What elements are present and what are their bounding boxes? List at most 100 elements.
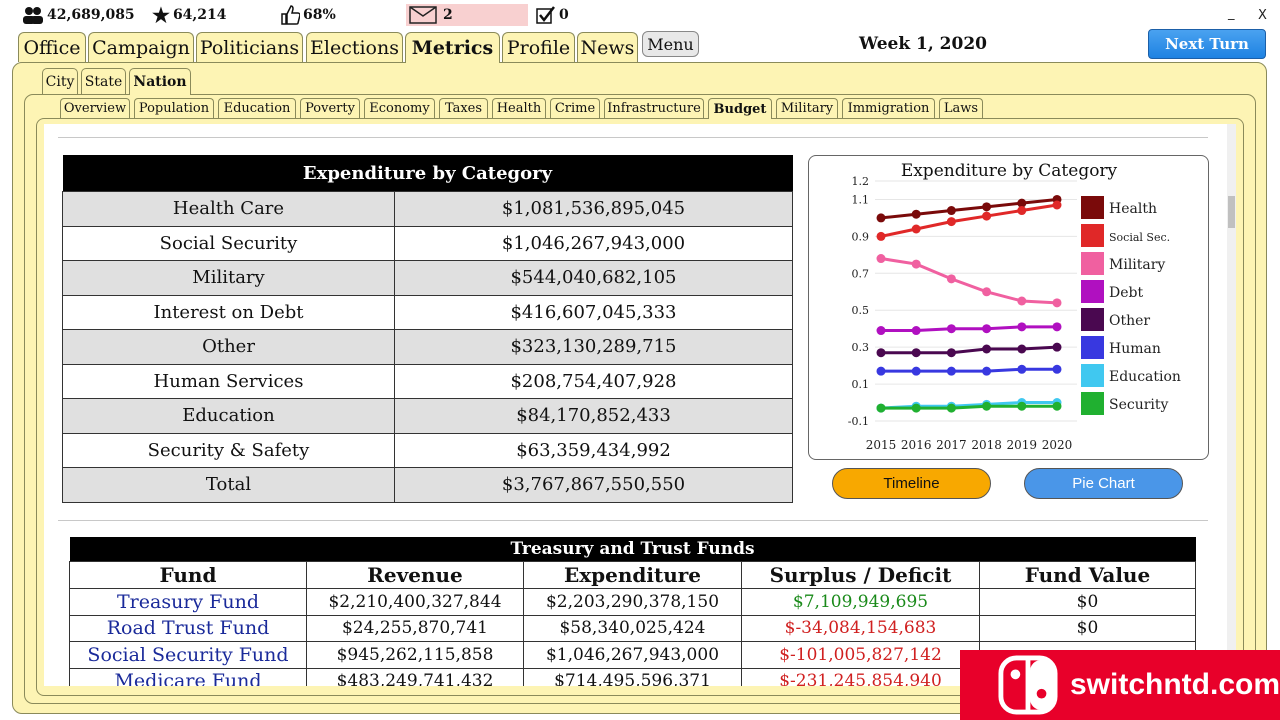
category-amount: $323,130,289,715 <box>394 329 793 365</box>
data-point <box>982 211 992 221</box>
next-turn-button[interactable]: Next Turn <box>1148 29 1266 59</box>
treasury-table: Treasury and Trust Funds Fund Revenue Ex… <box>69 537 1196 686</box>
data-point <box>1017 364 1027 374</box>
tab-economy[interactable]: Economy <box>364 98 435 118</box>
data-point <box>946 217 956 227</box>
thumbs-up-icon <box>281 5 300 25</box>
legend-swatch <box>1081 392 1104 415</box>
y-tick-label: 0.9 <box>852 230 870 243</box>
table-row: Interest on Debt $416,607,045,333 <box>62 294 793 330</box>
expenditure-table: Expenditure by Category Health Care $1,08… <box>62 155 793 503</box>
expenditure-cell: $1,046,267,943,000 <box>523 641 742 669</box>
total-label: Total <box>62 467 395 503</box>
tab-infrastructure[interactable]: Infrastructure <box>604 98 704 118</box>
messages-stat[interactable]: 2 <box>406 4 528 26</box>
legend-swatch <box>1081 308 1104 331</box>
data-point <box>911 224 921 234</box>
x-tick-label: 2017 <box>936 438 967 452</box>
data-point <box>1017 344 1027 354</box>
category-amount: $63,359,434,992 <box>394 432 793 468</box>
vertical-scrollbar[interactable] <box>1227 124 1236 686</box>
data-point <box>876 403 886 413</box>
data-point <box>1017 296 1027 306</box>
tab-population[interactable]: Population <box>134 98 214 118</box>
tasks-stat[interactable]: 0 <box>536 4 569 26</box>
category-label: Social Security <box>62 225 395 261</box>
watermark-text: switchntd.com <box>1069 668 1280 701</box>
stars-stat: ★ 64,214 <box>152 3 227 27</box>
data-point <box>911 366 921 376</box>
messages-value: 2 <box>443 7 453 23</box>
data-point <box>946 348 956 358</box>
legend-swatch <box>1081 336 1104 359</box>
population-stat: 42,689,085 <box>22 4 135 26</box>
tab-nation[interactable]: Nation <box>129 68 191 95</box>
tab-budget[interactable]: Budget <box>708 98 772 119</box>
legend-label: Other <box>1109 313 1150 329</box>
tab-news[interactable]: News <box>577 32 638 62</box>
tab-city[interactable]: City <box>42 68 78 94</box>
x-tick-label: 2019 <box>1007 438 1038 452</box>
close-button[interactable]: X <box>1258 8 1267 23</box>
legend-label: Security <box>1109 397 1169 413</box>
timeline-button[interactable]: Timeline <box>832 468 991 499</box>
category-label: Health Care <box>62 191 395 227</box>
category-amount: $208,754,407,928 <box>394 363 793 399</box>
pie-chart-button[interactable]: Pie Chart <box>1024 468 1183 499</box>
y-tick-label: 0.3 <box>852 341 870 354</box>
column-header: Fund <box>69 561 307 589</box>
tab-state[interactable]: State <box>81 68 126 94</box>
divider <box>58 137 1208 138</box>
y-tick-label: -0.1 <box>848 415 869 428</box>
switch-logo-icon <box>998 655 1058 715</box>
data-point <box>982 401 992 411</box>
tab-metrics[interactable]: Metrics <box>405 32 500 63</box>
revenue-cell: $24,255,870,741 <box>306 614 524 642</box>
fund-name[interactable]: Road Trust Fund <box>69 614 307 642</box>
category-label: Human Services <box>62 363 395 399</box>
data-point <box>1052 322 1062 332</box>
tab-politicians[interactable]: Politicians <box>196 32 303 62</box>
tab-overview[interactable]: Overview <box>60 98 130 118</box>
data-point <box>876 348 886 358</box>
tab-profile[interactable]: Profile <box>502 32 575 62</box>
tab-crime[interactable]: Crime <box>550 98 600 118</box>
tab-taxes[interactable]: Taxes <box>439 98 488 118</box>
category-label: Military <box>62 260 395 296</box>
fund-value-cell: $0 <box>979 588 1196 616</box>
tab-office[interactable]: Office <box>18 32 86 62</box>
legend-swatch <box>1081 252 1104 275</box>
tab-education[interactable]: Education <box>218 98 296 118</box>
series-line-security <box>881 404 1057 410</box>
legend-swatch <box>1081 364 1104 387</box>
minimize-button[interactable]: _ <box>1228 6 1235 21</box>
tab-immigration[interactable]: Immigration <box>842 98 935 118</box>
tab-laws[interactable]: Laws <box>939 98 983 118</box>
data-point <box>1017 206 1027 216</box>
legend-label: Human <box>1109 341 1161 357</box>
revenue-cell: $945,262,115,858 <box>306 641 524 669</box>
tab-military[interactable]: Military <box>776 98 838 118</box>
tab-health[interactable]: Health <box>492 98 546 118</box>
tab-elections[interactable]: Elections <box>306 32 403 62</box>
series-line-other <box>881 345 1058 355</box>
fund-name[interactable]: Treasury Fund <box>69 588 307 616</box>
fund-name[interactable]: Medicare Fund <box>69 667 307 686</box>
fund-name[interactable]: Social Security Fund <box>69 641 307 669</box>
series-line-human <box>881 367 1057 373</box>
category-label: Other <box>62 329 395 365</box>
data-point <box>911 326 921 336</box>
data-point <box>911 259 921 269</box>
category-amount: $544,040,682,105 <box>394 260 793 296</box>
data-point <box>1017 401 1027 411</box>
legend-label: Health <box>1109 201 1157 217</box>
revenue-cell: $483,249,741,432 <box>306 667 524 686</box>
data-point <box>946 403 956 413</box>
menu-button[interactable]: Menu <box>642 31 699 57</box>
scrollbar-thumb[interactable] <box>1228 196 1235 228</box>
category-amount: $416,607,045,333 <box>394 294 793 330</box>
category-amount: $1,046,267,943,000 <box>394 225 793 261</box>
tab-poverty[interactable]: Poverty <box>300 98 360 118</box>
category-label: Interest on Debt <box>62 294 395 330</box>
tab-campaign[interactable]: Campaign <box>88 32 194 62</box>
